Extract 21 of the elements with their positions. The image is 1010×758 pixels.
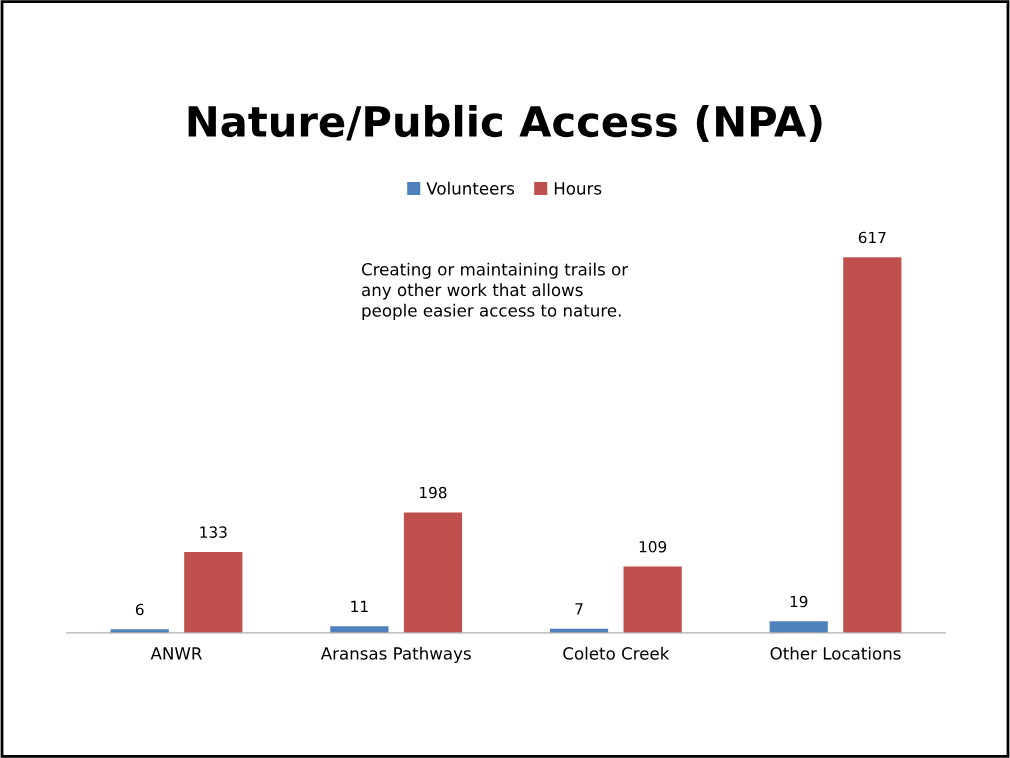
data-label: 617 <box>858 231 886 244</box>
data-label: 133 <box>200 526 227 538</box>
x-tick-label: Other Locations <box>770 646 901 660</box>
data-label: 109 <box>639 540 667 553</box>
bar <box>623 566 682 633</box>
legend-label: Volunteers <box>426 181 515 195</box>
bar <box>843 257 902 633</box>
chart-title: Nature/Public Access (NPA) <box>188 104 822 143</box>
legend-label: Hours <box>554 182 602 195</box>
x-tick-label: ANWR <box>150 647 202 660</box>
data-label: 198 <box>420 486 447 499</box>
bar <box>769 621 828 633</box>
data-label: 7 <box>575 603 583 615</box>
bar <box>184 551 243 633</box>
data-label: 6 <box>135 603 144 616</box>
annotation: Creating or maintaining trails or any other work that allows people easier access to nature. <box>361 262 629 320</box>
bar <box>403 512 463 633</box>
data-label: 11 <box>351 600 368 612</box>
data-label: 19 <box>790 595 808 608</box>
x-tick-label: Coleto Creek <box>563 646 670 660</box>
x-tick-label: Aransas Pathways <box>320 646 471 663</box>
